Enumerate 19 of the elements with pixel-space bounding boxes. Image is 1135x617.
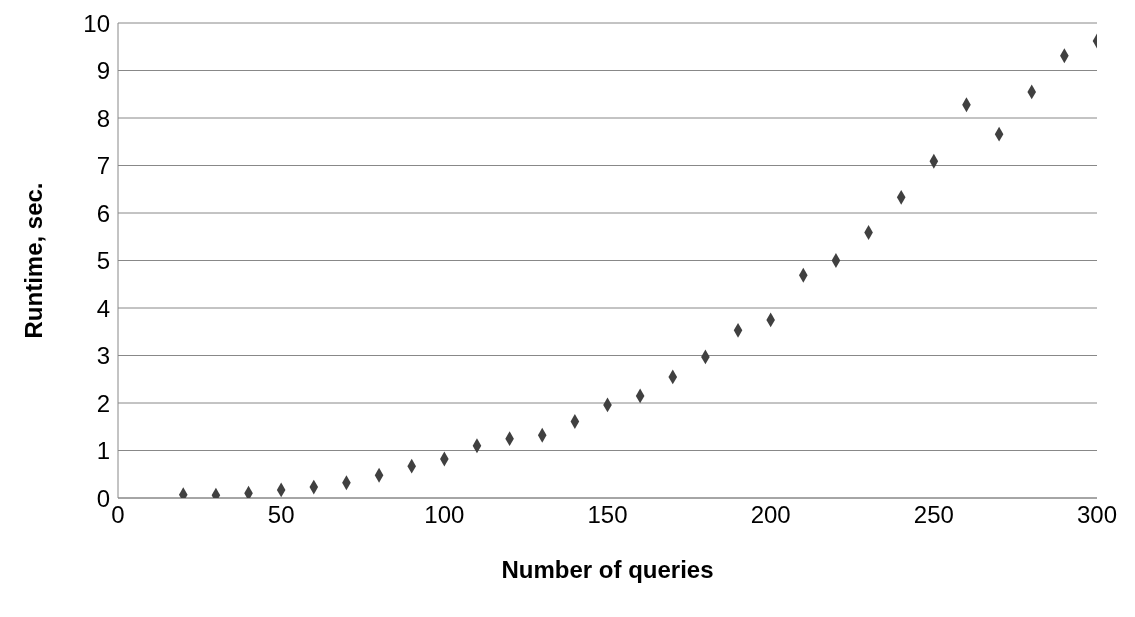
y-tick-label: 2 — [96, 389, 110, 417]
x-tick-label: 100 — [424, 501, 465, 529]
y-tick-label: 9 — [96, 57, 110, 85]
y-tick-label: 0 — [96, 484, 110, 512]
x-tick-label: 150 — [587, 501, 628, 529]
x-axis-title: Number of queries — [501, 556, 714, 583]
y-tick-label: 4 — [96, 294, 110, 322]
x-tick-label: 50 — [267, 501, 295, 529]
y-tick-label: 5 — [96, 247, 110, 275]
y-tick-label: 3 — [96, 342, 110, 370]
x-tick-label: 300 — [1076, 501, 1118, 529]
y-tick-label: 1 — [96, 437, 110, 465]
y-axis-title: Runtime, sec. — [19, 182, 47, 339]
y-tick-label: 6 — [96, 199, 110, 227]
x-tick-label: 200 — [750, 501, 791, 529]
y-tick-label: 7 — [96, 152, 110, 180]
y-tick-label: 8 — [96, 104, 110, 132]
y-tick-label: 10 — [83, 9, 110, 37]
x-tick-label: 250 — [913, 501, 954, 529]
